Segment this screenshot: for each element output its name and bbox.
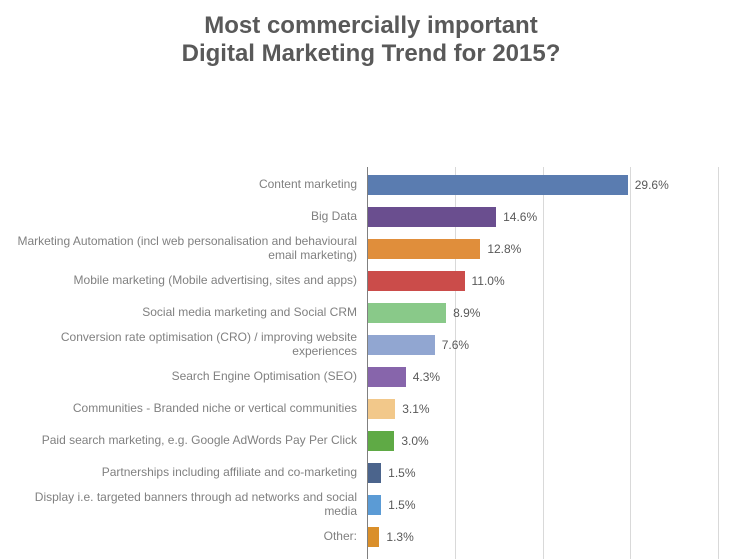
bar — [368, 463, 381, 483]
bar — [368, 207, 496, 227]
value-label: 1.3% — [386, 527, 413, 547]
chart-container: Most commercially important Digital Mark… — [0, 0, 742, 559]
title-line-1: Most commercially important — [0, 12, 742, 40]
title-line-2: Digital Marketing Trend for 2015? — [0, 40, 742, 68]
value-label: 8.9% — [453, 303, 480, 323]
bar — [368, 367, 406, 387]
value-label: 1.5% — [388, 495, 415, 515]
value-label: 14.6% — [503, 207, 537, 227]
category-label: Mobile marketing (Mobile advertising, si… — [5, 265, 357, 297]
bar — [368, 303, 446, 323]
category-label: Content marketing — [5, 169, 357, 201]
category-label: Partnerships including affiliate and co-… — [5, 457, 357, 489]
value-label: 1.5% — [388, 463, 415, 483]
category-label: Conversion rate optimisation (CRO) / imp… — [5, 329, 357, 361]
category-label: Online PR — [5, 553, 357, 559]
value-label: 3.0% — [401, 431, 428, 451]
gridline — [718, 167, 719, 559]
value-label: 11.0% — [472, 271, 505, 291]
value-label: 29.6% — [635, 175, 669, 195]
category-label: Marketing Automation (incl web personali… — [5, 233, 357, 265]
category-label: Paid search marketing, e.g. Google AdWor… — [5, 425, 357, 457]
value-label: 7.6% — [442, 335, 469, 355]
value-label: 4.3% — [413, 367, 440, 387]
bar — [368, 431, 394, 451]
value-label: 12.8% — [487, 239, 521, 259]
category-label: Other: — [5, 521, 357, 553]
category-label: Communities - Branded niche or vertical … — [5, 393, 357, 425]
bar — [368, 495, 381, 515]
bar — [368, 335, 435, 355]
bar — [368, 239, 480, 259]
category-label: Display i.e. targeted banners through ad… — [5, 489, 357, 521]
value-label: 3.1% — [402, 399, 429, 419]
category-label: Big Data — [5, 201, 357, 233]
chart-title: Most commercially important Digital Mark… — [0, 0, 742, 67]
category-label: Search Engine Optimisation (SEO) — [5, 361, 357, 393]
bar — [368, 175, 628, 195]
bar — [368, 271, 465, 291]
category-label: Social media marketing and Social CRM — [5, 297, 357, 329]
bar — [368, 527, 379, 547]
bar — [368, 399, 395, 419]
gridline — [630, 167, 631, 559]
gridline — [543, 167, 544, 559]
